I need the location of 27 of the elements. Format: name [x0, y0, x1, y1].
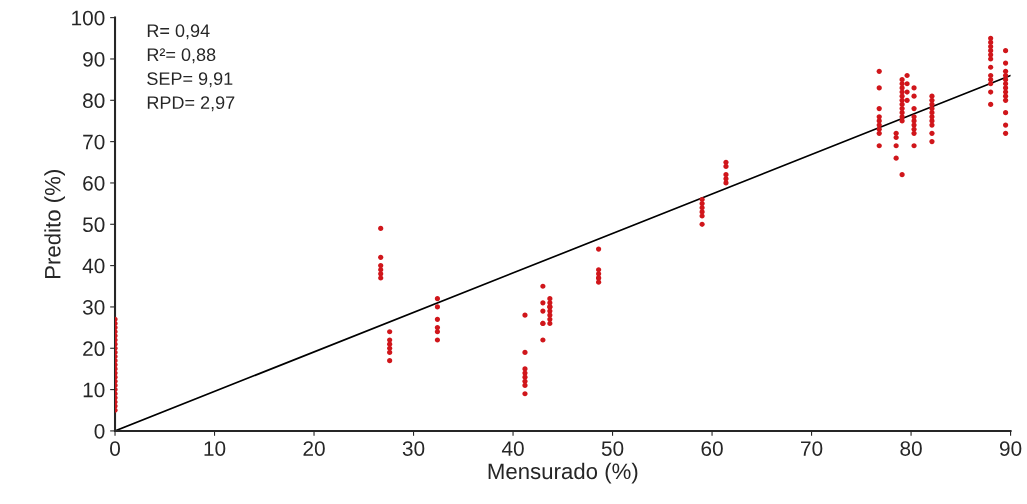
x-tick-label: 20 — [303, 441, 325, 456]
annotation: SEP= 9,91 — [147, 72, 233, 88]
annotation: RPD= 2,97 — [147, 96, 235, 112]
y-axis-title: Predito (%) — [44, 170, 65, 279]
y-tick-label: 40 — [82, 258, 105, 274]
y-tick-label: 20 — [83, 341, 105, 357]
y-tick-label: 50 — [82, 217, 105, 233]
y-tick-label: 10 — [83, 382, 105, 398]
x-tick-label: 90 — [999, 441, 1022, 456]
x-tick-label: 40 — [501, 441, 524, 456]
y-tick-label: 0 — [94, 423, 105, 439]
x-tick-label: 60 — [701, 441, 723, 456]
y-tick-label: 100 — [72, 10, 105, 26]
x-tick-label: 50 — [601, 441, 624, 456]
annotation: R= 0,94 — [147, 24, 210, 40]
y-tick-label: 30 — [82, 299, 105, 315]
y-tick-label: 70 — [83, 134, 105, 150]
x-tick-label: 70 — [801, 441, 823, 456]
x-tick-label: 80 — [900, 441, 922, 456]
annotation: R²= 0,88 — [147, 48, 216, 64]
y-tick-label: 80 — [83, 93, 105, 109]
x-tick-label: 0 — [110, 441, 120, 456]
x-tick-label: 10 — [204, 441, 226, 456]
y-tick-label: 60 — [83, 175, 105, 191]
x-tick-label: 30 — [402, 441, 425, 456]
x-axis-title: Mensurado (%) — [488, 462, 638, 484]
y-tick-label: 90 — [83, 51, 105, 67]
